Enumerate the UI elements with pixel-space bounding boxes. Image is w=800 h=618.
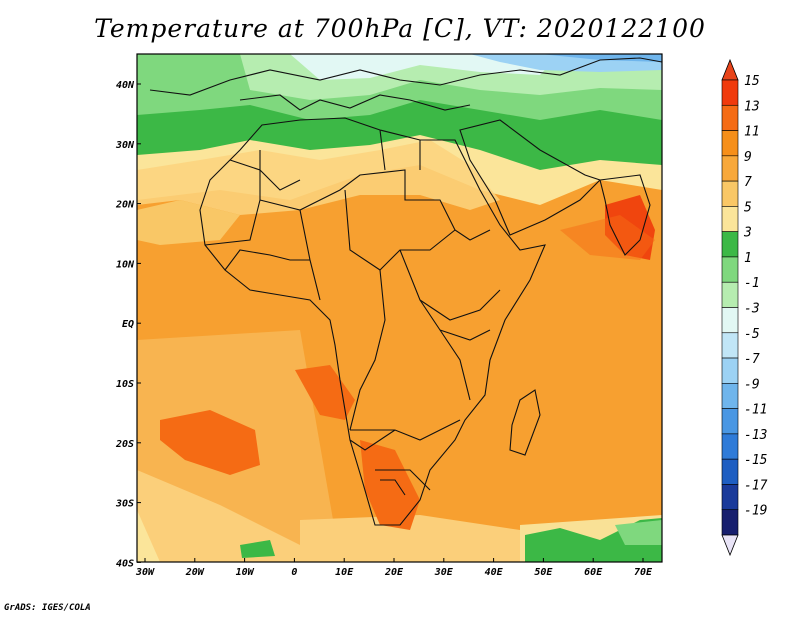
colorbar-label: -5 bbox=[744, 327, 760, 342]
colorbar-label: 1 bbox=[744, 251, 752, 266]
colorbar-label: -19 bbox=[744, 504, 767, 519]
lon-tick-label: 70E bbox=[634, 567, 653, 578]
colorbar-swatch bbox=[721, 307, 739, 334]
colorbar-label: 3 bbox=[743, 226, 752, 241]
colorbar-swatch bbox=[721, 180, 739, 207]
colorbar-swatch bbox=[721, 281, 739, 308]
colorbar-swatch bbox=[721, 206, 739, 232]
longitude-axis: 30W 20W 10W 0 10E 20E 30E 40E 50E 60E 70E bbox=[135, 558, 653, 578]
colorbar-label: 7 bbox=[744, 175, 752, 190]
colorbar-swatch bbox=[721, 155, 739, 182]
coastlines bbox=[149, 57, 662, 526]
colorbar-swatch bbox=[721, 383, 739, 409]
colorbar-label: 15 bbox=[744, 74, 760, 89]
colorbar-swatch bbox=[721, 408, 739, 435]
lat-tick-label: 10N bbox=[116, 259, 135, 270]
colorbar-swatch bbox=[721, 332, 739, 359]
colorbar-swatch bbox=[721, 104, 739, 131]
temperature-map bbox=[137, 54, 662, 562]
latitude-axis: 40N 30N 20N 10N EQ 10S 20S 30S 40S bbox=[115, 80, 141, 569]
lat-tick-label: 40S bbox=[116, 558, 134, 569]
colorbar-swatch bbox=[721, 484, 739, 511]
lon-tick-label: 30E bbox=[434, 567, 454, 578]
lat-tick-label: EQ bbox=[122, 319, 134, 330]
lon-tick-label: 20W bbox=[185, 567, 205, 578]
colorbar-label: -7 bbox=[744, 352, 760, 367]
colorbar-top-arrow bbox=[721, 58, 739, 81]
lon-tick-label: 0 bbox=[291, 567, 297, 578]
colorbar-swatch bbox=[721, 130, 739, 157]
colorbar-label: 5 bbox=[744, 200, 752, 215]
map-frame bbox=[136, 53, 663, 563]
lon-tick-label: 50E bbox=[534, 567, 553, 578]
colorbar-label: -17 bbox=[744, 478, 768, 493]
chart-title: Temperature at 700hPa [C], VT: 202012210… bbox=[94, 14, 706, 43]
colorbar-label: -13 bbox=[744, 428, 767, 443]
colorbar-bottom-arrow bbox=[721, 534, 739, 557]
lat-tick-label: 40N bbox=[116, 80, 135, 91]
colorbar-swatch bbox=[721, 458, 739, 485]
colorbar-swatch bbox=[721, 256, 739, 283]
lon-tick-label: 30W bbox=[135, 567, 155, 578]
colorbar-swatch bbox=[721, 433, 739, 460]
lon-tick-label: 20E bbox=[384, 567, 404, 578]
lat-tick-label: 30S bbox=[115, 499, 134, 510]
lon-tick-label: 60E bbox=[584, 567, 603, 578]
lat-tick-label: 20N bbox=[115, 200, 135, 211]
colorbar-swatch bbox=[721, 79, 739, 106]
colorbar-swatch bbox=[721, 231, 739, 258]
lat-tick-label: 20S bbox=[115, 439, 134, 450]
colorbar-label: -15 bbox=[744, 453, 768, 468]
lat-tick-label: 30N bbox=[115, 140, 135, 151]
lat-tick-label: 10S bbox=[116, 379, 134, 390]
colorbar-swatch bbox=[721, 509, 739, 536]
colorbar-swatch bbox=[721, 357, 739, 384]
colorbar-label: 11 bbox=[744, 125, 760, 140]
colorbar-label: -1 bbox=[744, 276, 760, 291]
colorbar-label: -9 bbox=[744, 377, 760, 392]
lon-tick-label: 10E bbox=[335, 567, 354, 578]
colorbar: 15 13 11 9 7 5 3 1 -1 -3 -5 -7 -9 -11 -13 -15 -17 -19 bbox=[721, 58, 768, 557]
lon-tick-label: 10W bbox=[236, 567, 255, 578]
colorbar-label: -3 bbox=[744, 302, 760, 317]
colorbar-label: 9 bbox=[744, 150, 752, 165]
colorbar-label: 13 bbox=[744, 99, 760, 114]
colorbar-label: -11 bbox=[744, 403, 767, 418]
lon-tick-label: 40E bbox=[485, 567, 504, 578]
footer-credit: GrADS: IGES/COLA bbox=[4, 603, 91, 613]
